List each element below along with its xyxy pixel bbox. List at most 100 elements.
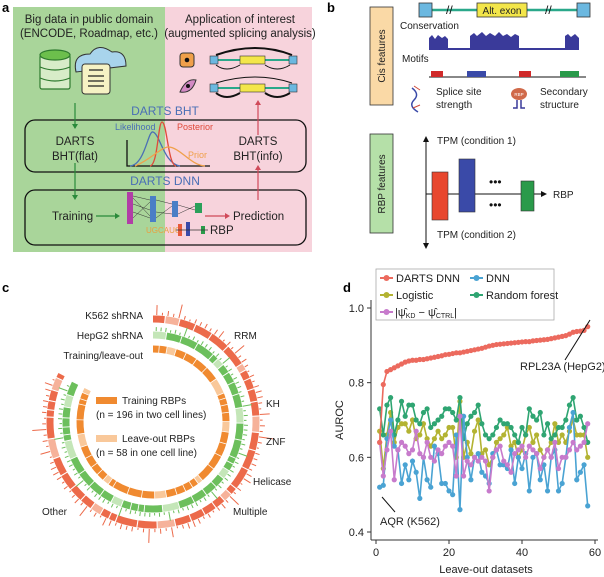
series-kd-ctrl-point [391, 477, 397, 483]
hepg2-ring-segment [208, 354, 218, 364]
hepg2-ring-segment [166, 332, 182, 343]
hepg2-bar [224, 477, 229, 481]
bht-flat-1: DARTS [56, 136, 95, 148]
k562-bar [209, 328, 212, 332]
neural-network-icon [127, 192, 202, 224]
annotation-arrow-rpl23a [564, 319, 591, 361]
hepg2-bar [125, 508, 127, 512]
alt-exon-label: Alt. exon [483, 6, 522, 17]
series-kd-ctrl-point [406, 451, 412, 457]
k562-ring-segment [109, 512, 118, 522]
series-logistic-point [530, 439, 536, 445]
train-leave-ring-segment [219, 431, 229, 444]
k562-ring-segment [81, 495, 95, 509]
series-random-forest-point [420, 409, 427, 416]
k562-ring-segment [202, 502, 216, 515]
train-leave-ring-segment [82, 387, 91, 395]
series-random-forest-point [530, 413, 536, 419]
series-logistic-point [409, 417, 416, 423]
hepg2-bar [239, 448, 243, 450]
train-leave-ring-segment [175, 484, 186, 495]
legend-leaveout-1: Leave-out RBPs [122, 434, 195, 445]
series-kd-ctrl-point [559, 454, 565, 460]
k562-ring-segment [226, 484, 236, 494]
annotation-rpl23a: RPL23A (HepG2) [520, 361, 604, 373]
k562-ring-segment [174, 514, 192, 526]
k562-bar [197, 518, 201, 524]
k562-bar [108, 520, 112, 526]
hepg2-bar [58, 408, 63, 410]
hepg2-bar [107, 501, 110, 505]
series-darts-dnn-point [377, 439, 383, 445]
train-leave-ring-segment [183, 353, 197, 365]
k562-bar [207, 513, 211, 518]
series-kd-ctrl-point [566, 447, 573, 453]
train-leave-ring-segment [159, 345, 167, 354]
series-random-forest-point [439, 413, 445, 419]
hepg2-bar [243, 434, 248, 436]
hepg2-bar [186, 506, 190, 511]
series-random-forest-point [402, 413, 408, 419]
series-kd-ctrl-point [504, 462, 510, 468]
panel-c-circos [32, 304, 273, 543]
x-tick-label: 60 [589, 547, 601, 559]
train-leave-ring-segment [174, 349, 186, 360]
k562-bar [221, 503, 226, 509]
k562-bar [199, 322, 203, 327]
series-kd-ctrl-point [409, 447, 416, 453]
series-dnn-point [409, 458, 416, 464]
splicing-event-2 [209, 76, 298, 98]
series-random-forest-point [504, 421, 510, 427]
hepg2-bar [199, 499, 202, 503]
k562-bar [251, 463, 257, 467]
series-logistic-point [552, 421, 558, 427]
k562-bar [74, 498, 80, 504]
series-kd-ctrl-point [475, 458, 481, 464]
series-dnn-point [544, 488, 551, 494]
hepg2-bar [204, 344, 208, 348]
k562-ring-segment [193, 324, 212, 339]
k562-bar [204, 323, 208, 329]
hepg2-bar [221, 481, 224, 484]
k562-bar [46, 445, 49, 448]
series-darts-dnn-point [453, 350, 459, 356]
series-random-forest-point [380, 432, 386, 438]
series-random-forest-point [544, 421, 551, 427]
chart-legend: DARTS DNN DNN Logistic Random forest |ψ̂KD … [375, 268, 558, 321]
hepg2-bar [192, 336, 196, 341]
series-kd-ctrl-point [453, 473, 459, 479]
series-dnn-point [468, 477, 474, 483]
series-logistic-point [475, 417, 481, 423]
k562-bar [189, 319, 191, 322]
hepg2-ring-segment [227, 455, 236, 464]
train-leave-ring-segment [76, 420, 85, 434]
series-random-forest-point [570, 395, 576, 401]
series-kd-ctrl-point [570, 439, 576, 445]
hepg2-ring-segment [218, 467, 229, 479]
k562-bar [45, 394, 50, 397]
series-kd-ctrl-line [378, 416, 589, 492]
k562-bar [63, 485, 68, 490]
series-random-forest-point [409, 402, 416, 408]
legend-label: Logistic [396, 290, 434, 302]
series-kd-ctrl-point [486, 488, 492, 494]
k562-bar [119, 524, 123, 530]
series-dnn-point [391, 443, 397, 449]
k562-bar [222, 339, 225, 342]
hepg2-ring-segment [213, 359, 223, 369]
hepg2-bar [86, 487, 91, 491]
hepg2-bar [63, 394, 67, 396]
k562-bar [252, 380, 255, 383]
hepg2-bar [168, 511, 171, 521]
series-logistic-point [402, 421, 408, 427]
hepg2-bar [240, 395, 245, 398]
train-leave-ring-segment [202, 367, 216, 383]
k562-bar [258, 436, 273, 440]
splice-site-icon [411, 85, 421, 113]
hepg2-ring-segment [202, 482, 216, 495]
hepg2-bar [172, 510, 175, 514]
hepg2-ring-segment [62, 407, 71, 418]
series-dnn-point [537, 477, 543, 483]
k562-bar [237, 487, 242, 491]
train-leave-ring-segment [189, 478, 198, 488]
